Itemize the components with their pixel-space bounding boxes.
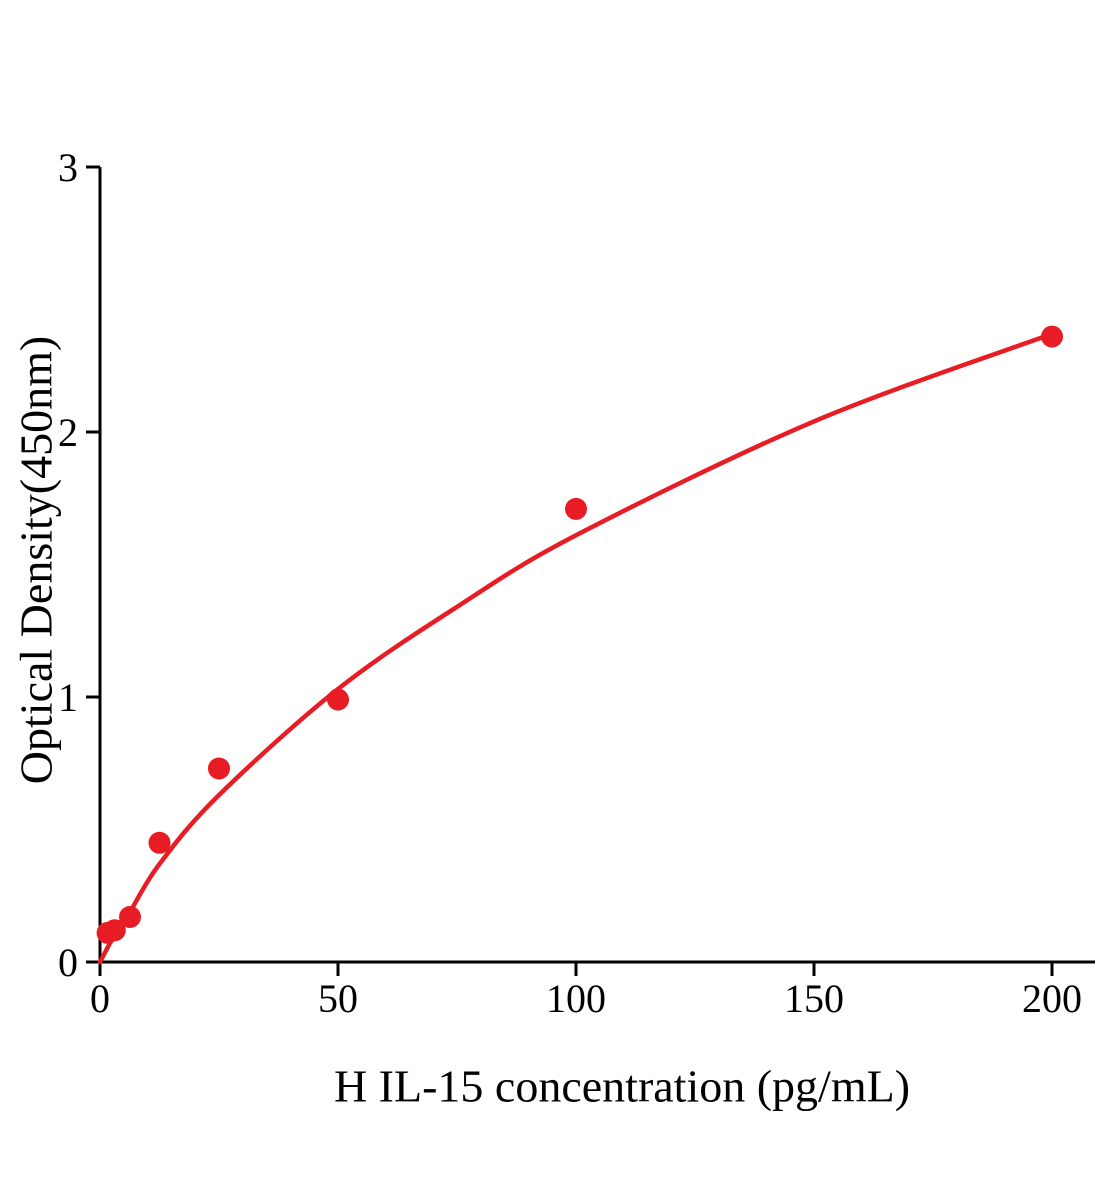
data-point: [327, 688, 349, 711]
data-point: [119, 906, 141, 928]
x-tick-label: 200: [1022, 976, 1082, 1021]
x-tick-label: 0: [90, 976, 110, 1021]
data-point: [1041, 325, 1063, 348]
y-tick-label: 2: [58, 410, 78, 455]
y-tick-label: 1: [58, 675, 78, 720]
fit-curve: [97, 331, 1055, 965]
y-tick-label: 0: [58, 940, 78, 985]
data-point: [565, 497, 587, 520]
data-point: [148, 831, 171, 854]
data-point: [208, 757, 230, 780]
x-tick-label: 100: [546, 976, 606, 1021]
x-axis-title: H IL-15 concentration (pg/mL): [333, 1060, 911, 1112]
y-tick-label: 3: [58, 145, 78, 190]
x-tick-label: 150: [784, 976, 844, 1021]
x-tick-label: 50: [318, 976, 358, 1021]
y-axis-title: Optical Density(450nm): [10, 335, 62, 785]
data-point: [103, 919, 126, 942]
